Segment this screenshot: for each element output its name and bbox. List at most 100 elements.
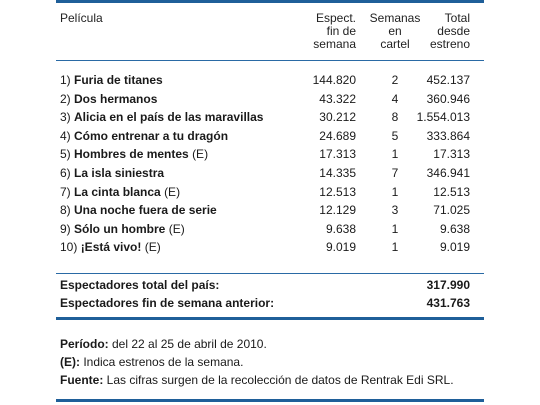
movie-title: 7) La cinta blanca (E) [60, 183, 180, 201]
movie-rank: 7) [60, 184, 71, 199]
movie-name: Alicia en el país de las maravillas [74, 110, 264, 125]
movie-total: 9.019 [439, 240, 470, 255]
box-office-table: Película Espect. fin de semana Semanas e… [56, 0, 484, 405]
movie-rank: 3) [60, 110, 71, 125]
table-row: 6) La isla siniestra 14.335 7 346.941 [56, 164, 484, 182]
table-row: 9) Sólo un hombre (E) 9.638 1 9.638 [56, 220, 484, 238]
note-period-label: Período: [60, 337, 109, 351]
movie-weeks: 1 [391, 147, 399, 162]
movie-name: ¡Está vivo! [80, 240, 142, 255]
table-row: 3) Alicia en el país de las maravillas 3… [56, 108, 484, 126]
header-weeks-line: cartel [380, 37, 410, 51]
summary-prev-value: 431.763 [426, 296, 470, 310]
header-title: Película [60, 11, 103, 25]
movie-title: 5) Hombres de mentes (E) [60, 145, 208, 163]
movie-name: Sólo un hombre [74, 221, 166, 236]
table-row: 2) Dos hermanos 43.322 4 360.946 [56, 90, 484, 108]
header-weekend-line: fin de [326, 24, 356, 38]
movie-rank: 4) [60, 128, 71, 143]
table-row: 4) Cómo entrenar a tu dragón 24.689 5 333.… [56, 127, 484, 145]
header-total-line: Total [444, 11, 470, 25]
note-source-text: Las cifras surgen de la recolección de d… [103, 373, 454, 387]
table-row: 10) ¡Está vivo! (E) 9.019 1 9.019 [56, 238, 484, 256]
movie-total: 1.554.013 [416, 110, 470, 125]
note-source-label: Fuente: [60, 373, 104, 387]
movie-rank: 10) [60, 240, 78, 255]
movie-total: 333.864 [426, 128, 470, 143]
header-weekend-line: Espect. [315, 11, 356, 25]
header-weeks: Semanas en cartel [365, 12, 425, 51]
header-weeks-line: Semanas [369, 11, 421, 25]
movie-weekend: 24.689 [319, 128, 356, 143]
note-period-text: del 22 al 25 de abril de 2010. [108, 337, 267, 351]
movie-weekend: 9.019 [325, 240, 356, 255]
movie-weekend: 9.638 [325, 221, 356, 236]
movie-rank: 2) [60, 91, 71, 106]
movie-weekend: 14.335 [319, 166, 356, 180]
movie-total: 360.946 [426, 91, 470, 106]
movie-title: 1) Furia de titanes [60, 71, 163, 89]
movie-title: 4) Cómo entrenar a tu dragón [60, 127, 228, 145]
movie-total: 346.941 [426, 166, 470, 180]
movie-name: Cómo entrenar a tu dragón [74, 128, 229, 143]
note-legend-text: Indica estrenos de la semana. [80, 355, 244, 369]
table-row: 8) Una noche fuera de serie 12.129 3 71.02… [56, 201, 484, 219]
header-total-line: estreno [429, 37, 470, 51]
movie-suffix: (E) [144, 240, 161, 255]
movie-title: 3) Alicia en el país de las maravillas [60, 108, 263, 126]
movie-weeks: 1 [391, 240, 399, 255]
table-row: 1) Furia de titanes 144.820 2 452.137 [56, 71, 484, 89]
movie-total: 452.137 [426, 73, 470, 87]
movie-weeks: 7 [391, 166, 399, 180]
movie-suffix: (E) [192, 147, 209, 162]
movie-total: 71.025 [433, 203, 470, 218]
movie-weeks: 5 [391, 128, 399, 143]
note-legend-label: (E): [60, 355, 80, 369]
header-weekend-line: semana [313, 37, 356, 51]
bottom-rule [56, 399, 484, 402]
movie-total: 17.313 [433, 147, 470, 162]
summary-total-row: Espectadores total del país: 317.990 [56, 276, 484, 294]
header-weeks-line: en [388, 24, 402, 38]
table-row: 7) La cinta blanca (E) 12.513 1 12.513 [56, 183, 484, 201]
movie-name: Hombres de mentes [74, 147, 189, 162]
movie-weeks: 3 [391, 203, 399, 218]
movie-name: Furia de titanes [74, 73, 163, 87]
movie-weekend: 12.129 [319, 203, 356, 218]
summary-prev-label: Espectadores fin de semana anterior: [60, 296, 275, 310]
note-legend: (E): Indica estrenos de la semana. [60, 353, 243, 371]
movie-name: La isla siniestra [74, 166, 165, 180]
movie-title: 10) ¡Está vivo! (E) [60, 238, 161, 256]
summary-rule [56, 273, 484, 274]
movie-name: Una noche fuera de serie [74, 203, 217, 218]
movie-rank: 1) [60, 73, 71, 87]
header-rule [56, 60, 484, 61]
top-rule [56, 0, 484, 3]
movie-rank: 9) [60, 221, 71, 236]
movie-name: La cinta blanca [74, 184, 161, 199]
movie-weeks: 4 [391, 91, 399, 106]
summary-total-value: 317.990 [426, 278, 470, 292]
movie-rank: 6) [60, 166, 71, 180]
header-total-line: desde [437, 24, 470, 38]
movie-suffix: (E) [164, 184, 181, 199]
summary-total-label: Espectadores total del país: [60, 278, 220, 292]
movie-title: 2) Dos hermanos [60, 90, 157, 108]
movie-title: 6) La isla siniestra [60, 164, 164, 182]
header-total: Total desde estreno [410, 12, 470, 51]
movie-weekend: 12.513 [319, 184, 356, 199]
movie-weekend: 17.313 [319, 147, 356, 162]
movie-suffix: (E) [168, 221, 185, 236]
header-weekend: Espect. fin de semana [296, 12, 356, 51]
movie-weekend: 144.820 [312, 73, 356, 87]
movie-name: Dos hermanos [74, 91, 158, 106]
summary-prev-row: Espectadores fin de semana anterior: 431… [56, 294, 484, 312]
movie-weeks: 8 [391, 110, 399, 125]
movie-title: 9) Sólo un hombre (E) [60, 220, 185, 238]
movie-total: 12.513 [433, 184, 470, 199]
movie-rank: 8) [60, 203, 71, 218]
movie-title: 8) Una noche fuera de serie [60, 201, 217, 219]
movie-weeks: 1 [391, 184, 399, 199]
movie-rank: 5) [60, 147, 71, 162]
note-period: Período: del 22 al 25 de abril de 2010. [60, 335, 267, 353]
